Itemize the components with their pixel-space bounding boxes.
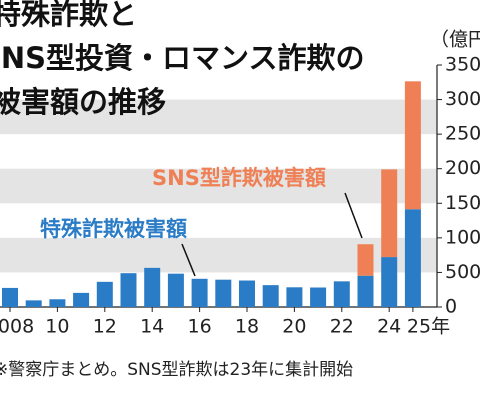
source-note: ※警察庁まとめ。SNS型詐欺は23年に集計開始	[0, 360, 353, 380]
bar	[96, 281, 113, 307]
bar	[404, 209, 421, 307]
x-tick-label: 14	[140, 316, 164, 338]
bar	[239, 280, 255, 307]
y-tick-label: 2500	[445, 123, 480, 145]
title-line: 被害額の推移	[0, 85, 166, 119]
bar	[73, 292, 90, 307]
grid-band	[0, 99, 437, 135]
bar	[286, 287, 303, 307]
x-tick-label: 22	[330, 316, 354, 338]
y-tick-label: 3000	[445, 88, 480, 110]
bar	[215, 279, 232, 307]
y-tick-label: 1500	[445, 192, 480, 214]
y-tick-label: 2000	[445, 157, 480, 179]
bar	[144, 267, 161, 307]
bar	[310, 287, 327, 307]
bar	[120, 273, 137, 307]
bands	[0, 99, 437, 273]
bar	[357, 244, 374, 276]
bar	[191, 278, 208, 307]
title-line: 特殊詐欺と	[0, 0, 137, 31]
bar	[381, 257, 398, 307]
bar	[49, 299, 66, 307]
legend-label: SNS型詐欺被害額	[152, 166, 326, 190]
x-tick-label: 2008	[0, 316, 34, 338]
unit-label: （億円）	[430, 29, 480, 51]
bar	[167, 273, 184, 307]
title-line: SNS型投資・ロマンス詐欺の	[0, 41, 364, 75]
y-tick-label: 1000	[445, 226, 480, 248]
x-tick-label: 10	[45, 316, 69, 338]
leader-line	[344, 192, 363, 239]
bar	[381, 169, 398, 258]
bar	[333, 281, 350, 307]
bar	[404, 81, 421, 210]
x-tick-label: 18	[235, 316, 259, 338]
x-tick-label: 12	[93, 316, 117, 338]
y-tick-label: 500	[445, 261, 480, 283]
x-tick-label: 24	[377, 316, 401, 338]
bar	[2, 287, 18, 307]
bar	[357, 275, 374, 307]
x-tick-label: 16	[188, 316, 212, 338]
legend-label: 特殊詐欺被害額	[40, 217, 187, 241]
leader-line	[181, 243, 196, 277]
grid-band	[0, 168, 437, 204]
y-tick-label: 0	[445, 296, 457, 318]
bar	[25, 300, 42, 307]
bar	[262, 285, 279, 307]
x-tick-label: 20	[282, 316, 306, 338]
x-tick-label: 25年	[407, 316, 450, 338]
